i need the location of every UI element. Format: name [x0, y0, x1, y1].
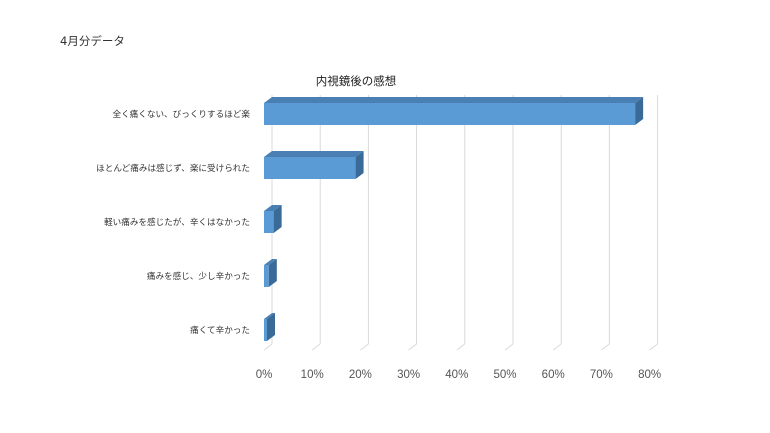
bar-top: [264, 205, 282, 211]
gridline-floor: [504, 343, 514, 351]
category-label: 軽い痛みを感じたが、辛くはなかった: [104, 216, 250, 228]
bar: [264, 151, 364, 179]
gridline-floor: [601, 343, 610, 351]
bar-top: [264, 97, 644, 103]
gridline-floor: [360, 343, 369, 351]
chart-category-labels: 全く痛くない、びっくりするほど楽ほとんど痛みは感じず、楽に受けられた軽い痛みを感…: [96, 108, 250, 336]
bar-side: [355, 151, 364, 179]
x-tick-label: 30%: [397, 369, 420, 381]
chart-title: 内視鏡後の感想: [315, 74, 397, 88]
bar: [264, 205, 282, 233]
x-tick-label: 80%: [638, 369, 661, 381]
bar-top: [264, 259, 277, 265]
chart-axis-tick-labels: 0% 10% 20% 30% 40% 50% 60% 70% 80%: [256, 369, 661, 381]
bar-side: [267, 313, 275, 341]
bar: [264, 97, 644, 125]
bar-top: [264, 313, 275, 319]
x-tick-label: 50%: [493, 369, 516, 381]
bar-side: [273, 205, 282, 233]
gridline-floor: [552, 343, 562, 351]
bar-front: [264, 211, 274, 233]
bar: [264, 259, 277, 287]
x-tick-label: 0%: [256, 369, 273, 381]
bar-side: [635, 97, 644, 125]
x-tick-label: 20%: [349, 369, 372, 381]
x-tick-label: 70%: [590, 369, 613, 381]
x-tick-label: 60%: [542, 369, 565, 381]
bar: [264, 313, 275, 341]
bar-front: [264, 319, 267, 341]
gridline-floor: [456, 343, 466, 351]
bar-top: [264, 151, 364, 157]
gridline-floor: [408, 343, 417, 351]
chart-gridlines: [263, 95, 659, 351]
gridline-floor: [649, 343, 658, 351]
x-tick-label: 40%: [445, 369, 468, 381]
gridline-floor: [311, 343, 321, 351]
x-tick-label: 10%: [301, 369, 324, 381]
page-heading: 4月分データ: [60, 34, 125, 48]
bar-front: [264, 157, 356, 179]
bar-front: [264, 103, 636, 125]
category-label: 痛くて辛かった: [190, 324, 250, 336]
bar-side: [268, 259, 277, 287]
category-label: ほとんど痛みは感じず、楽に受けられた: [96, 162, 250, 174]
bar-front: [264, 265, 269, 287]
chart-bars: [264, 97, 644, 341]
category-label: 痛みを感じ、少し辛かった: [147, 270, 250, 282]
category-label: 全く痛くない、びっくりするほど楽: [112, 108, 250, 120]
gridline-floor: [263, 343, 273, 351]
